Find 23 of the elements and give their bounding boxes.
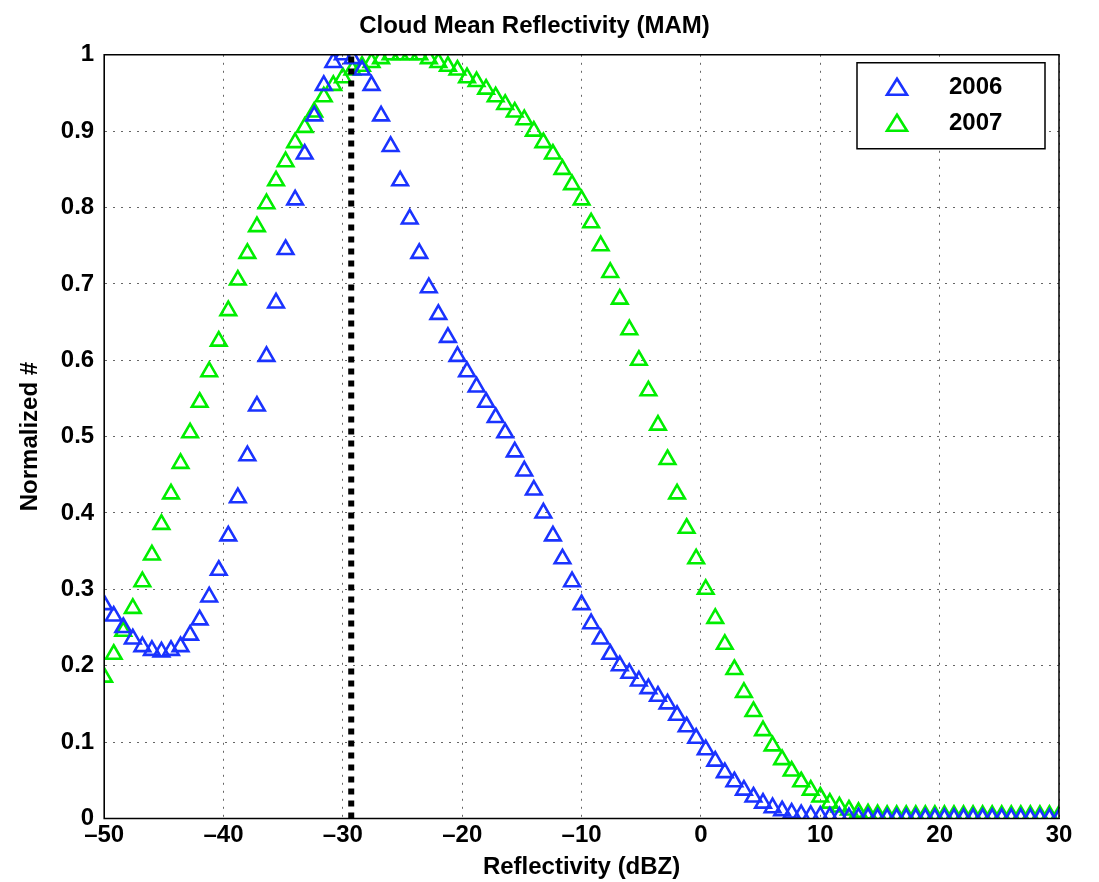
- x-tick-label: –30: [322, 820, 363, 848]
- x-axis-title: Reflectivity (dBZ): [482, 852, 681, 880]
- y-tick-label: 0.7: [60, 268, 95, 296]
- y-tick-label: 0.5: [60, 421, 95, 449]
- y-tick-label: 0.3: [60, 573, 95, 601]
- y-tick-label: 0.6: [60, 344, 95, 372]
- x-tick-label: 20: [926, 820, 953, 848]
- y-tick-label: 0.8: [60, 192, 95, 220]
- y-axis-title: Normalized #: [15, 361, 43, 512]
- y-tick-label: 0.1: [60, 726, 95, 754]
- x-tick-label: 30: [1045, 820, 1073, 848]
- x-tick-label: 0: [694, 820, 708, 848]
- x-tick-label: –10: [561, 820, 602, 848]
- x-tick-label: 10: [806, 820, 834, 848]
- legend-label: 2006: [949, 72, 1003, 100]
- y-tick-label: 0.2: [60, 650, 95, 678]
- x-tick-label: –20: [442, 820, 483, 848]
- chart-title: Cloud Mean Reflectivity (MAM): [359, 11, 710, 39]
- x-tick-label: –40: [203, 820, 244, 848]
- y-tick-label: 0.9: [60, 115, 95, 143]
- y-tick-label: 1: [80, 39, 95, 67]
- y-tick-label: 0.4: [60, 497, 95, 525]
- legend-label: 2007: [949, 108, 1003, 136]
